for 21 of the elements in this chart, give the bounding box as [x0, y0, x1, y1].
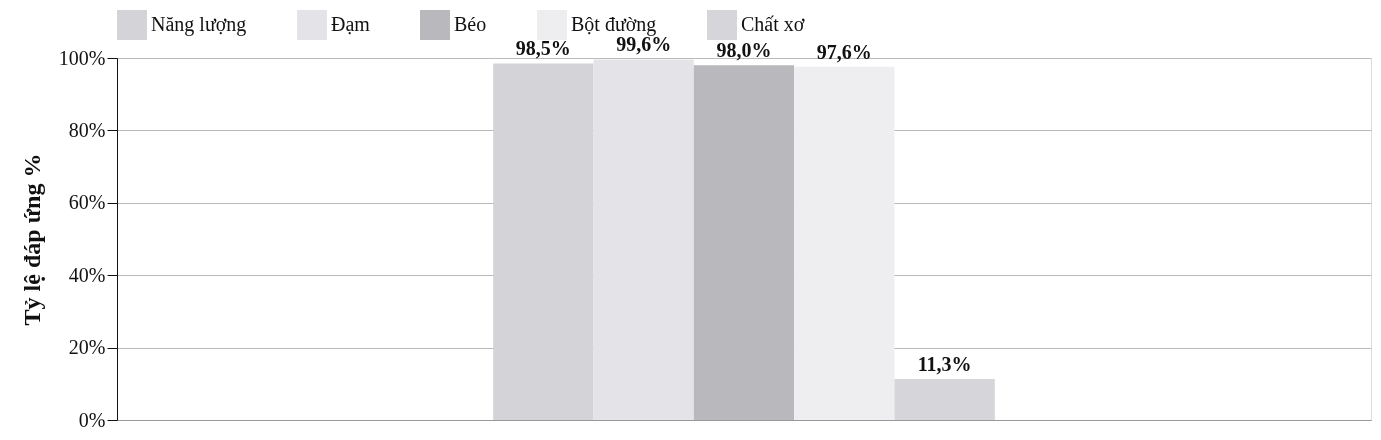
legend-label: Béo	[454, 13, 487, 35]
legend-label: Năng lượng	[151, 13, 247, 36]
y-tick-label: 60%	[68, 191, 106, 214]
y-tick-label: 100%	[58, 46, 106, 69]
y-tick-label: 80%	[68, 118, 106, 141]
legend-label: Chất xơ	[741, 13, 805, 35]
bar	[894, 379, 995, 420]
y-axis-title: Tỷ lệ đáp ứng %	[18, 153, 45, 326]
bar	[693, 65, 795, 420]
data-label: 98,5%	[515, 37, 571, 60]
bar	[794, 66, 895, 420]
y-tick-label: 40%	[68, 263, 106, 286]
legend-label: Bột đường	[571, 13, 657, 36]
bar	[593, 59, 694, 420]
data-label: 97,6%	[816, 40, 872, 63]
y-tick-label: 0%	[78, 408, 106, 431]
data-label: 11,3%	[917, 353, 972, 376]
legend-label: Đạm	[331, 13, 371, 35]
y-tick-label: 20%	[68, 336, 106, 359]
bar	[493, 63, 594, 420]
data-label: 98,0%	[716, 39, 772, 62]
